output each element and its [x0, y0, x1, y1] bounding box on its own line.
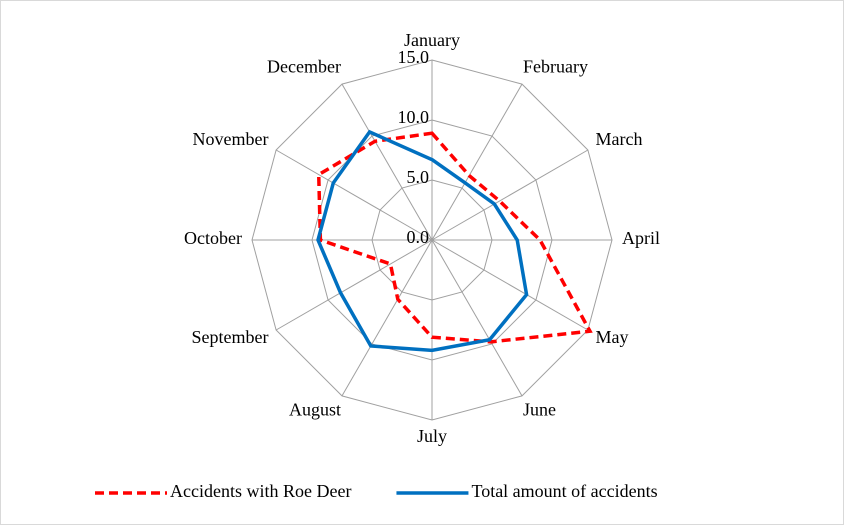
category-label: October [184, 228, 242, 248]
y-tick-label: 15.0 [398, 47, 430, 67]
spoke [431, 149, 589, 241]
spoke [431, 83, 523, 241]
spoke [275, 149, 433, 241]
category-label: July [417, 426, 447, 446]
legend-label: Accidents with Roe Deer [170, 481, 351, 501]
category-label: September [192, 327, 269, 347]
spoke [275, 239, 433, 331]
spoke [341, 83, 433, 241]
category-label: April [622, 228, 660, 248]
category-label: May [595, 327, 628, 347]
spoke [341, 239, 433, 397]
category-label: February [523, 57, 588, 77]
spoke [431, 239, 589, 331]
y-tick-label: 0.0 [407, 227, 430, 247]
category-label: December [267, 57, 341, 77]
y-tick-label: 10.0 [398, 107, 430, 127]
category-label: June [523, 400, 556, 420]
category-label: March [595, 129, 642, 149]
category-label: January [404, 30, 460, 50]
legend-label: Total amount of accidents [471, 481, 657, 501]
category-label: August [289, 400, 341, 420]
spoke [431, 239, 523, 397]
y-tick-label: 5.0 [407, 167, 430, 187]
series-line [316, 131, 593, 344]
category-label: November [193, 129, 269, 149]
series-line [316, 129, 529, 353]
